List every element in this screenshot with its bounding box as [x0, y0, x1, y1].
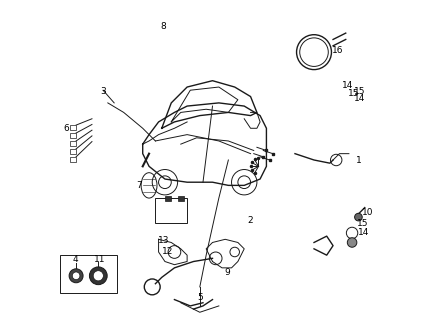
Bar: [60, 255, 117, 293]
Bar: [70, 133, 76, 138]
Bar: [156, 198, 187, 223]
Text: 2: 2: [248, 216, 253, 225]
Text: 10: 10: [362, 208, 374, 217]
Circle shape: [72, 272, 80, 280]
Circle shape: [89, 267, 107, 285]
Text: 12: 12: [162, 247, 174, 257]
Bar: [70, 141, 76, 146]
Text: 15: 15: [357, 219, 369, 228]
Bar: [70, 157, 76, 162]
Circle shape: [69, 269, 83, 283]
Text: 8: 8: [161, 22, 166, 31]
Text: 13: 13: [158, 236, 169, 245]
Text: 1: 1: [356, 156, 361, 164]
Circle shape: [93, 271, 103, 281]
Text: 4: 4: [73, 255, 78, 264]
Text: 9: 9: [224, 268, 230, 277]
Text: 7: 7: [137, 181, 142, 190]
Text: 14: 14: [357, 228, 369, 237]
Bar: [178, 196, 184, 201]
Circle shape: [354, 213, 362, 221]
Text: 5: 5: [197, 293, 203, 302]
Text: 14: 14: [342, 81, 353, 90]
Text: 3: 3: [100, 87, 106, 96]
Text: 16: 16: [332, 46, 343, 55]
Ellipse shape: [141, 173, 157, 198]
Bar: [70, 149, 76, 154]
Text: 14: 14: [354, 94, 366, 103]
Text: 15: 15: [348, 89, 360, 98]
Circle shape: [347, 238, 357, 247]
Text: 11: 11: [94, 255, 106, 264]
Bar: [165, 196, 171, 201]
Text: 15: 15: [354, 87, 366, 96]
Bar: [70, 125, 76, 130]
Text: 6: 6: [64, 124, 69, 133]
